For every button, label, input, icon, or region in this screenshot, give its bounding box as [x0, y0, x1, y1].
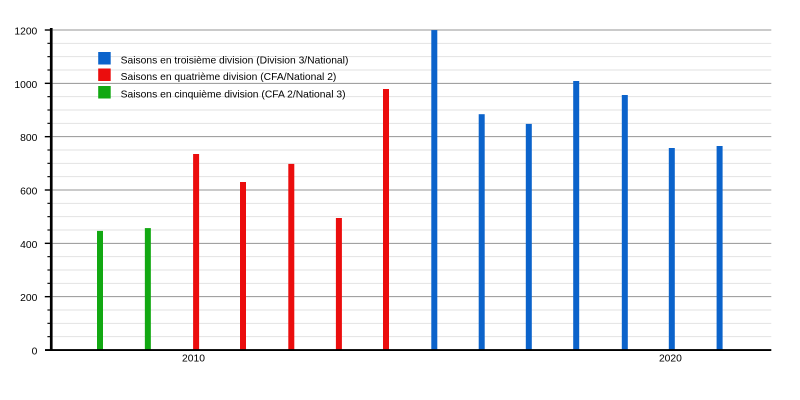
svg-text:800: 800 [20, 133, 37, 144]
svg-text:2010: 2010 [182, 354, 205, 365]
svg-text:Saisons en quatrième division: Saisons en quatrième division (CFA/Natio… [121, 72, 337, 83]
svg-text:2020: 2020 [659, 354, 682, 365]
svg-text:Saisons en troisième division: Saisons en troisième division (Division … [121, 55, 349, 66]
svg-text:Saisons en cinquième division: Saisons en cinquième division (CFA 2/Nat… [121, 89, 346, 100]
svg-text:0: 0 [32, 347, 38, 358]
svg-text:400: 400 [20, 240, 37, 251]
svg-text:200: 200 [20, 293, 37, 304]
svg-text:1200: 1200 [14, 27, 37, 38]
svg-text:1000: 1000 [14, 80, 37, 91]
svg-text:600: 600 [20, 187, 37, 198]
